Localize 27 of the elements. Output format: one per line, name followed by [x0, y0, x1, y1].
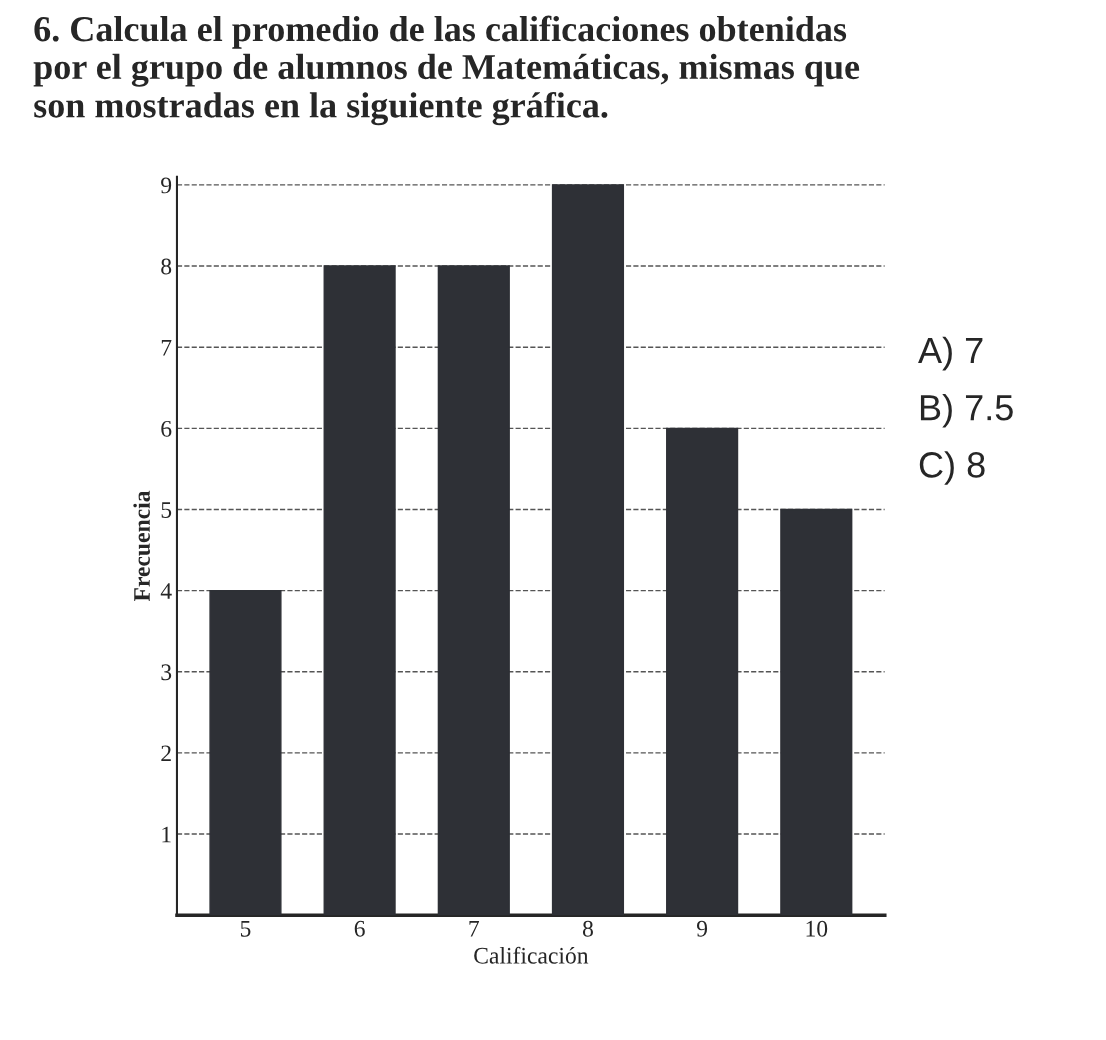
bar	[780, 508, 853, 916]
x-axis-title: Calificación	[474, 946, 589, 964]
x-tick-label: 7	[469, 920, 480, 937]
x-tick-label: 6	[354, 920, 365, 937]
y-tick-label: 4	[160, 583, 172, 599]
y-tick-label: 9	[161, 177, 172, 194]
y-tick-label: 7	[161, 339, 172, 356]
bar	[437, 265, 510, 916]
x-tick-label: 8	[582, 920, 593, 937]
y-axis-title: Frecuencia	[133, 490, 150, 602]
bar	[209, 589, 282, 916]
text: C) 8	[919, 451, 985, 485]
y-tick-label: 2	[161, 745, 171, 762]
x-tick-label: 9	[696, 920, 708, 937]
bar	[666, 427, 739, 916]
x-tick-label: 5	[240, 920, 251, 937]
text: A) 7	[918, 336, 983, 371]
y-tick-label: 6	[161, 420, 172, 437]
chart-title: 6. Calcula el promedio de las calificaciones obtenidas por el grupo de alumnos de Matemáticas, mismas que son mostradas en la siguiente gráfica.	[33, 15, 860, 126]
bar	[551, 184, 625, 916]
y-tick-label: 3	[161, 664, 172, 681]
y-tick-label: 5	[161, 502, 172, 518]
y-tick-label: 1	[162, 826, 171, 843]
text: B) 7.5	[920, 393, 1013, 428]
x-tick-label: 10	[806, 920, 828, 937]
y-tick-label: 8	[161, 258, 172, 275]
bar	[323, 265, 396, 916]
